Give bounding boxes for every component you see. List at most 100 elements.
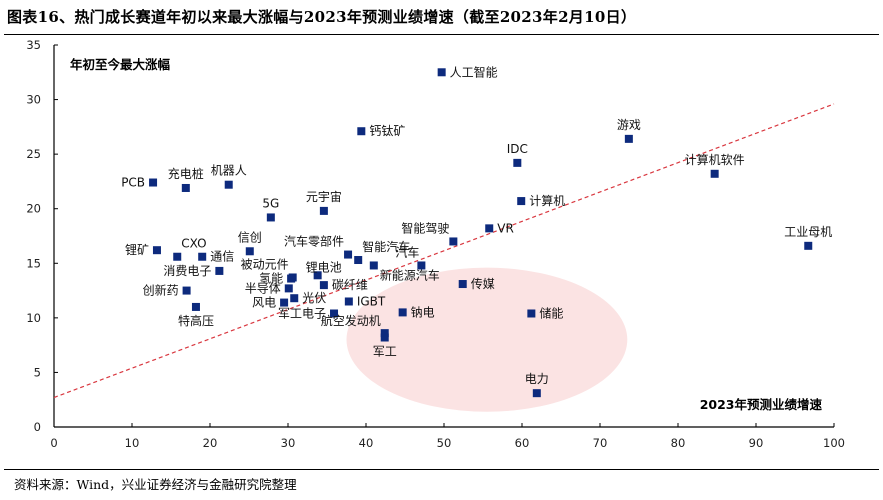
data-point-marker <box>215 266 224 275</box>
data-point-marker <box>344 297 353 306</box>
data-point-marker <box>458 280 467 289</box>
data-point-label: 汽车零部件 <box>284 234 344 249</box>
data-point-marker <box>804 241 813 250</box>
data-point-label: PCB <box>121 176 145 190</box>
axes: 0 10 20 30 40 50 60 70 80 90 100 0 5 10 15 20 25 30 35 <box>26 38 845 450</box>
data-point-marker <box>330 309 339 318</box>
y-tick-label: 0 <box>34 420 41 434</box>
data-point-marker <box>417 261 426 270</box>
data-point-marker <box>280 298 289 307</box>
data-point-label: 汽车 <box>395 244 419 259</box>
data-point-marker <box>485 224 494 233</box>
data-point-marker <box>181 183 190 192</box>
x-tick-label: 60 <box>515 436 530 450</box>
data-point-marker <box>369 261 378 270</box>
data-point-marker <box>398 308 407 317</box>
data-point-label: 军工电子 <box>278 306 326 320</box>
data-point-marker <box>319 206 328 215</box>
data-point-label: 光伏 <box>302 291 326 305</box>
trendline <box>53 103 835 399</box>
data-point-label: CXO <box>181 237 206 251</box>
y-tick-label: 10 <box>26 311 41 325</box>
x-tick-label: 80 <box>671 436 686 450</box>
y-tick-label: 5 <box>34 365 41 379</box>
x-tick-label: 10 <box>125 436 140 450</box>
y-tick-label: 20 <box>26 202 41 216</box>
data-point-label: VR <box>497 221 514 235</box>
data-point-marker <box>319 281 328 290</box>
y-tick-label: 30 <box>26 93 41 107</box>
data-point-marker <box>198 252 207 261</box>
source-note: 资料来源：Wind，兴业证券经济与金融研究院整理 <box>14 477 297 492</box>
data-point-marker <box>287 274 296 283</box>
data-point-label: 特高压 <box>178 313 214 328</box>
data-point-label: 智能汽车 <box>362 239 410 254</box>
data-point-marker <box>182 286 191 295</box>
data-point-label: 半导体 <box>245 281 281 295</box>
data-point-label: 机器人 <box>211 164 247 178</box>
x-tick-label: 0 <box>50 436 57 450</box>
data-point-label: 锂电池 <box>306 259 342 274</box>
x-axis-title: 2023年预测业绩增速 <box>700 397 823 412</box>
data-point-marker <box>152 246 161 255</box>
data-point-marker <box>290 294 299 303</box>
data-point-marker <box>437 68 446 77</box>
x-tick-label: 50 <box>437 436 452 450</box>
data-point-marker <box>224 180 233 189</box>
data-point-marker <box>449 237 458 246</box>
data-point-marker <box>245 247 254 256</box>
data-point-label: 信创 <box>238 230 262 244</box>
data-point-label: 钠电 <box>411 304 435 319</box>
y-axis-title: 年初至今最大涨幅 <box>70 57 171 72</box>
data-point-marker <box>380 333 389 342</box>
data-point-marker <box>191 302 200 311</box>
data-point-marker <box>710 169 719 178</box>
data-point-label: IDC <box>507 142 528 156</box>
data-point-label: 人工智能 <box>450 64 498 79</box>
data-point-marker <box>624 134 633 143</box>
data-point-label: IGBT <box>357 294 386 308</box>
data-point-label: 军工 <box>373 345 397 359</box>
data-point-marker <box>380 329 389 338</box>
x-tick-label: 100 <box>823 436 845 450</box>
data-point-label: 风电 <box>252 296 276 310</box>
data-point-label: 智能驾驶 <box>401 220 449 235</box>
data-point-marker <box>173 252 182 261</box>
data-point-marker <box>517 197 526 206</box>
data-point-marker <box>266 213 275 222</box>
x-tick-label: 90 <box>749 436 764 450</box>
data-point-label: 碳纤维 <box>332 278 368 292</box>
bottom-rule <box>4 469 879 470</box>
data-point-label: 通信 <box>210 250 234 264</box>
highlight-layer <box>346 267 628 412</box>
data-point-label: 钙钛矿 <box>369 123 405 138</box>
data-point-label: 传媒 <box>471 276 495 291</box>
data-point-marker <box>149 178 158 187</box>
data-point-label: 航空发动机 <box>321 313 381 328</box>
data-point-label: 游戏 <box>617 118 641 132</box>
y-tick-label: 35 <box>26 38 41 52</box>
data-point-label: 电力 <box>525 372 549 386</box>
x-tick-label: 70 <box>593 436 608 450</box>
scatter-chart: 0 10 20 30 40 50 60 70 80 90 100 0 5 10 15 20 25 30 35 人工智… <box>26 38 845 450</box>
data-point-label: 计算机 <box>529 193 565 208</box>
top-rule <box>4 34 879 35</box>
chart-title: 图表16、热门成长赛道年初以来最大涨幅与2023年预测业绩增速（截至2023年2… <box>7 8 637 26</box>
data-point-label: 新能源汽车 <box>380 267 440 282</box>
data-point-label: 充电桩 <box>168 166 204 181</box>
data-point-label: 氢能 <box>259 271 283 286</box>
data-point-marker <box>284 284 293 293</box>
data-point-label: 锂矿 <box>125 242 149 257</box>
data-point-label: 创新药 <box>143 283 179 298</box>
data-point-label: 被动元件 <box>241 257 289 271</box>
y-tick-label: 15 <box>26 256 41 270</box>
data-point-label: 工业母机 <box>784 225 832 239</box>
data-point-label: 5G <box>262 196 279 210</box>
x-tick-label: 40 <box>359 436 374 450</box>
data-point-marker <box>313 271 322 280</box>
data-point-label: 消费电子 <box>163 264 211 278</box>
data-point-marker <box>357 127 366 136</box>
data-point-label: 元宇宙 <box>306 189 342 204</box>
data-point-marker <box>532 389 541 398</box>
